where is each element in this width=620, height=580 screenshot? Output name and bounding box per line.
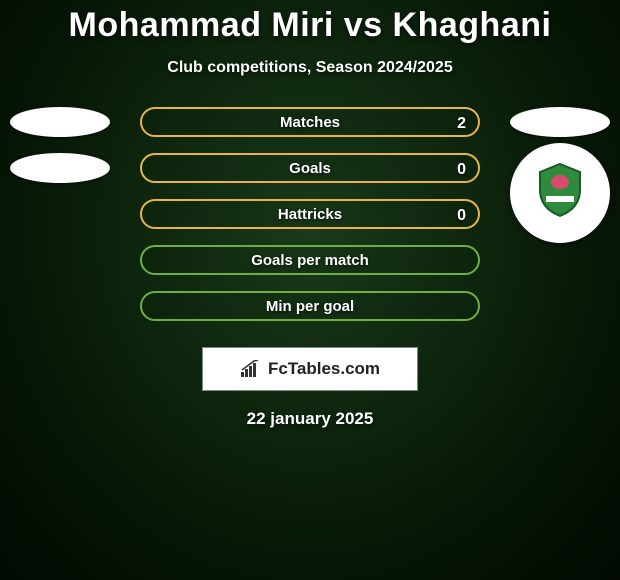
stat-row: Matches 2: [0, 107, 620, 137]
stat-bar: Hattricks 0: [140, 199, 480, 229]
stat-label: Goals per match: [251, 252, 369, 269]
stat-label: Min per goal: [266, 298, 354, 315]
stat-row: Hattricks 0: [0, 199, 620, 229]
stat-row: Min per goal: [0, 291, 620, 321]
stat-label: Hattricks: [278, 206, 342, 223]
page-title: Mohammad Miri vs Khaghani: [0, 6, 620, 45]
stat-row: Goals per match: [0, 245, 620, 275]
player-oval-left: [10, 107, 110, 137]
stat-bar: Goals per match: [140, 245, 480, 275]
content-container: Mohammad Miri vs Khaghani Club competiti…: [0, 0, 620, 429]
date-text: 22 january 2025: [0, 409, 620, 429]
stat-bar: Goals 0: [140, 153, 480, 183]
stat-bar: Matches 2: [140, 107, 480, 137]
player-oval-left: [10, 153, 110, 183]
stat-bar: Min per goal: [140, 291, 480, 321]
stat-value-right: 0: [457, 201, 466, 231]
stat-label: Goals: [289, 160, 331, 177]
brand-box[interactable]: FcTables.com: [202, 347, 418, 391]
page-subtitle: Club competitions, Season 2024/2025: [0, 59, 620, 77]
player-oval-right: [510, 107, 610, 137]
stat-value-right: 0: [457, 155, 466, 185]
stats-rows: Matches 2 Goals 0 Hattricks 0 Goals per match M…: [0, 107, 620, 321]
stat-value-right: 2: [457, 109, 466, 139]
stat-row: Goals 0: [0, 153, 620, 183]
stat-label: Matches: [280, 114, 340, 131]
chart-icon: [240, 360, 262, 378]
brand-text: FcTables.com: [268, 359, 380, 379]
